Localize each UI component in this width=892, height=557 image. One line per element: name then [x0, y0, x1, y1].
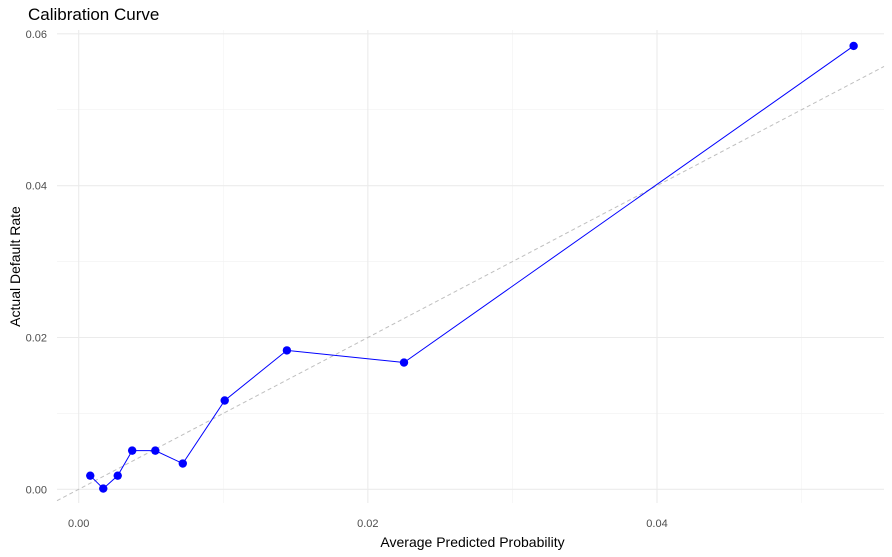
x-tick-label: 0.02	[357, 518, 378, 530]
data-point	[849, 41, 858, 51]
y-tick-label: 0.02	[26, 332, 47, 344]
series	[86, 41, 858, 493]
x-tick-label: 0.00	[68, 518, 89, 530]
perfect-calibration-line	[56, 66, 885, 502]
chart-title: Calibration Curve	[28, 5, 160, 24]
data-point	[113, 471, 122, 480]
y-axis-title: Actual Default Rate	[7, 206, 23, 327]
data-point	[86, 471, 95, 480]
grid	[57, 30, 884, 503]
data-point	[127, 446, 137, 455]
data-point	[99, 484, 108, 493]
y-axis-ticks: 0.00 0.02 0.04 0.06	[26, 29, 47, 497]
y-tick-label: 0.04	[26, 181, 47, 193]
x-tick-label: 0.04	[646, 518, 667, 530]
y-tick-label: 0.00	[26, 484, 47, 496]
data-point	[399, 358, 409, 367]
series-line	[89, 45, 854, 490]
data-point	[151, 446, 160, 455]
y-tick-label: 0.06	[26, 29, 47, 41]
data-point	[178, 459, 187, 468]
x-axis-title: Average Predicted Probability	[380, 534, 564, 550]
reference-line	[56, 66, 885, 502]
data-point	[220, 396, 229, 405]
data-point	[282, 346, 292, 355]
x-axis-ticks: 0.00 0.02 0.04	[68, 518, 668, 530]
